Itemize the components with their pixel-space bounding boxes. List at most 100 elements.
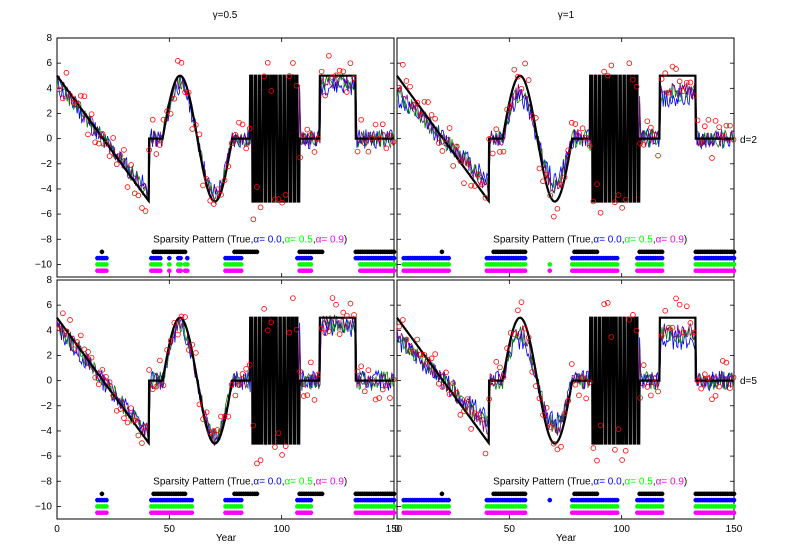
panel-1: Sparsity Pattern (True,α= 0.0,α= 0.5,α= … [396,37,737,278]
observation-point [558,443,564,450]
observation-point [497,149,503,155]
observation-point [78,92,84,99]
observation-point [268,319,275,326]
y-tick-label: 6 [46,300,52,311]
observation-point [379,386,386,393]
observation-point [407,83,413,90]
observation-point [196,131,203,138]
observation-point [435,140,442,146]
observation-point [160,382,167,389]
observation-point [218,191,224,198]
sparsity-dot-a0 [522,497,528,503]
sparsity-dot-a0 [547,497,553,503]
observation-point [189,341,196,348]
observation-point [376,135,382,142]
sparsity-dot-true [522,249,528,255]
observation-point [536,165,543,172]
observation-point [171,320,178,326]
observation-point [264,59,271,66]
observation-point [275,430,282,436]
observation-point [425,357,431,363]
observation-point [547,424,554,430]
observation-point [264,327,271,334]
observation-point [369,135,375,141]
observation-point [633,327,640,334]
observation-point [214,186,221,193]
observation-point [304,126,311,133]
observation-point [106,379,113,385]
observation-point [340,68,347,75]
observation-point [694,377,701,384]
sparsity-dot-a05 [104,504,109,509]
legend-prefix: Sparsity Pattern (True, [493,476,593,487]
observation-point [164,108,170,115]
observation-point [630,76,636,83]
observation-point [239,371,246,377]
observation-point [297,368,303,375]
observation-point [687,79,694,86]
observation-point [193,350,199,356]
x-axis-label-right: Year [556,533,577,544]
observation-point [608,334,615,340]
observation-point [558,181,564,188]
observation-point [396,323,403,330]
observation-point [507,330,514,336]
y-tick-label: −4 [41,184,53,195]
observation-point [99,367,106,373]
true-signal-line [396,316,734,446]
observation-point [425,99,431,105]
sparsity-dot-true [99,249,105,255]
observation-point [482,450,489,457]
observation-point [315,135,321,142]
legend-prefix: Sparsity Pattern (True, [153,234,253,245]
observation-point [522,325,528,332]
observation-point [709,396,715,403]
observation-point [315,371,321,378]
observation-point [568,361,575,367]
observation-point [479,181,485,188]
sparsity-dot-a05 [659,262,665,267]
observation-point [511,66,518,73]
sparsity-dot-a09 [104,510,109,516]
observation-point [464,160,471,167]
observation-point [680,88,687,94]
sparsity-dot-a05 [522,504,528,509]
observation-point [257,457,264,464]
observation-point [128,162,134,168]
observation-point [515,307,521,314]
observation-point [372,121,379,128]
sparsity-dot-true [659,249,665,255]
sparsity-dot-a0 [614,255,620,261]
observation-point [121,147,127,153]
sparsity-dot-a05 [547,262,553,267]
observation-point [376,395,382,401]
observation-point [146,367,152,373]
observation-point [207,197,214,204]
observation-point [630,312,636,318]
observation-point [113,161,120,168]
observation-point [333,72,339,79]
observation-point [103,140,109,147]
true-signal-line [56,316,394,446]
observation-point [203,409,210,416]
observation-point [390,376,397,383]
observation-point [551,213,557,220]
observation-point [85,131,91,138]
sparsity-dot-a09 [238,268,244,274]
observation-point [63,69,70,76]
observation-point [551,440,557,447]
observation-point [482,195,489,201]
observation-point [396,84,403,91]
observation-point [243,366,249,372]
observation-point [453,390,460,396]
observation-point [322,92,329,99]
observation-point [67,92,73,99]
observation-point [85,349,91,355]
sparsity-dot-a0 [184,255,190,261]
sparsity-dot-a0 [166,255,172,261]
sparsity-dot-a0 [446,497,452,503]
sparsity-legend: Sparsity Pattern (True,α= 0.0,α= 0.5,α= … [153,234,347,245]
observation-point [142,208,149,214]
observation-point [106,153,113,160]
